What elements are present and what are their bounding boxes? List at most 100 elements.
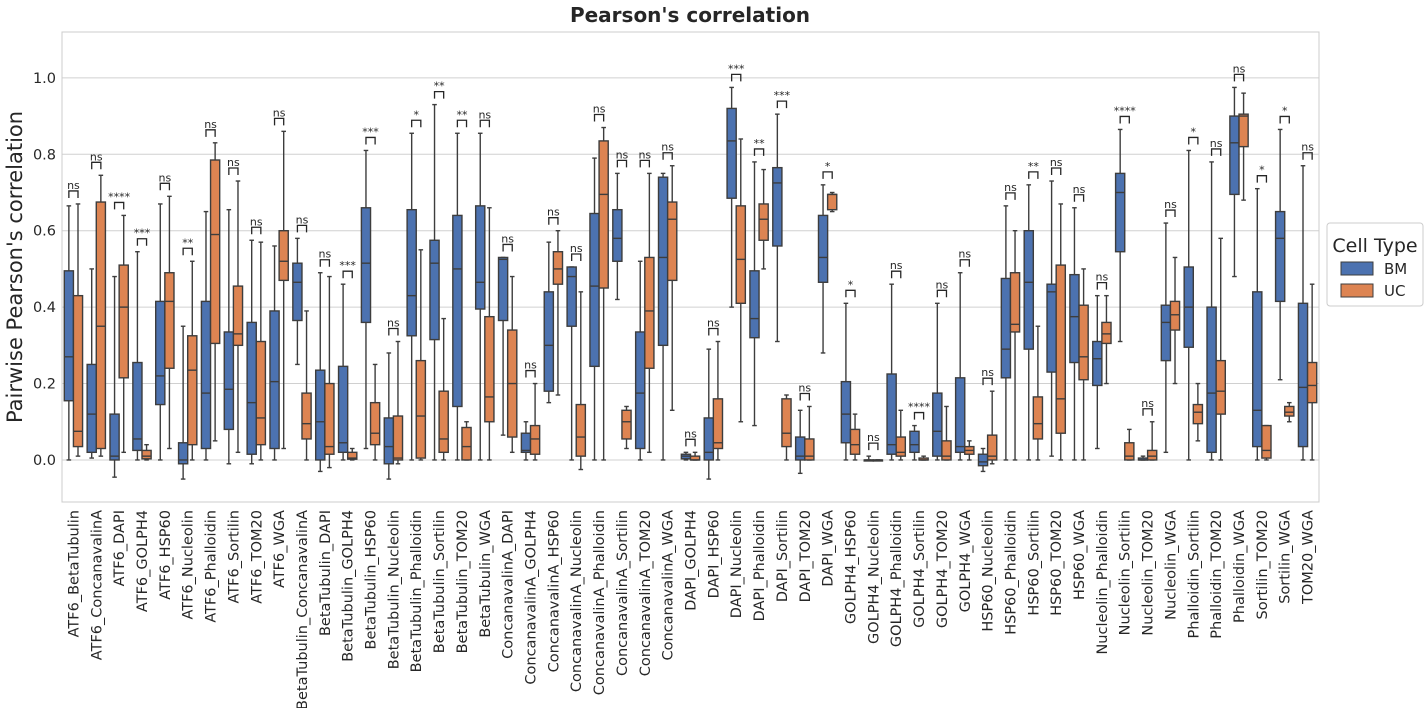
significance-label: **	[182, 236, 194, 249]
category-group	[817, 184, 838, 354]
significance-bracket	[799, 392, 810, 401]
box-bm	[1092, 340, 1103, 387]
box-series	[63, 86, 1318, 480]
x-tick-label: ATF6_HSP60	[158, 510, 174, 600]
y-tick-label: 0.4	[33, 300, 56, 316]
significance-bracket	[776, 100, 788, 109]
box-bm	[223, 331, 235, 431]
significance-bracket	[1210, 148, 1222, 156]
box-bm	[360, 207, 372, 324]
box-bm	[474, 205, 486, 310]
category-group	[612, 172, 632, 450]
significance-label: ns	[227, 156, 240, 169]
box-uc	[826, 193, 838, 211]
significance-bracket	[251, 226, 262, 235]
significance-bracket	[296, 224, 308, 233]
category-group	[726, 86, 747, 423]
significance-bracket	[159, 182, 171, 191]
y-tick-labels: 0.0 0.2 0.4 0.6 0.8 1.0	[33, 71, 56, 469]
box-uc	[1192, 403, 1204, 425]
significance-bracket	[433, 90, 445, 99]
significance-label: ***	[774, 89, 791, 102]
significance-bracket	[1096, 282, 1108, 290]
box-bm	[177, 442, 189, 465]
x-tick-label: ConcanavalinA_Sortilin	[615, 510, 631, 676]
box-uc	[849, 428, 861, 455]
significance-bracket	[1142, 408, 1153, 416]
x-tick-label: ConcanavalinA_Nucleolin	[569, 510, 585, 692]
box-uc	[1032, 396, 1044, 440]
legend-swatch-uc	[1340, 283, 1374, 298]
box-bm	[132, 361, 143, 452]
box-uc	[758, 203, 769, 241]
box-uc	[666, 201, 678, 282]
category-group	[749, 161, 769, 427]
box-uc	[712, 398, 724, 450]
category-group	[452, 132, 472, 461]
box-bm	[497, 256, 509, 322]
significance-bracket	[959, 259, 970, 267]
box-uc	[301, 392, 312, 440]
box-uc	[141, 449, 152, 460]
x-tick-label: BetaTubulin_Nucleolin	[386, 510, 402, 669]
x-tick-label: BetaTubulin_HSP60	[364, 510, 380, 649]
significance-bracket	[91, 161, 102, 170]
significance-label: ns	[867, 431, 880, 444]
significance-bracket	[1256, 175, 1268, 183]
significance-label: ****	[1114, 104, 1137, 117]
box-uc	[278, 229, 289, 282]
x-tick-label: Sortilin_WGA	[1278, 510, 1294, 604]
significance-label: ns	[936, 278, 949, 291]
x-tick-label: HSP60_Sortilin	[1026, 510, 1042, 616]
category-group	[474, 132, 495, 461]
box-bm	[109, 413, 120, 461]
box-bm	[932, 392, 943, 457]
box-bm	[1252, 291, 1263, 448]
significance-bracket	[822, 171, 833, 179]
box-bm	[429, 239, 440, 341]
box-uc	[529, 424, 541, 455]
significance-bracket	[1165, 209, 1176, 218]
box-bm	[589, 212, 600, 368]
box-bm	[1046, 283, 1057, 373]
box-uc	[438, 390, 449, 454]
x-tick-label: TOM20_WGA	[1301, 510, 1317, 605]
significance-label: ns	[1050, 156, 1063, 169]
significance-label: ****	[108, 190, 131, 203]
significance-label: ns	[273, 106, 286, 119]
significance-bracket	[365, 136, 376, 145]
x-tick-label: HSP60_Phalloidin	[1003, 510, 1019, 635]
box-bm	[1114, 172, 1126, 253]
box-uc	[324, 382, 335, 455]
significance-label: *	[1282, 104, 1288, 117]
box-bm	[1229, 115, 1240, 196]
x-tick-label: BetaTubulin_ConcanavalinA	[295, 510, 311, 708]
box-bm	[749, 270, 760, 339]
box-uc	[1146, 449, 1158, 461]
box-uc	[941, 440, 952, 461]
significance-label: ns	[958, 248, 971, 261]
category-group	[132, 251, 152, 461]
significance-label: ***	[362, 125, 379, 138]
x-tick-label: GOLPH4_WGA	[958, 510, 974, 612]
significance-label: ***	[728, 62, 745, 75]
significance-label: ns	[661, 141, 674, 154]
x-tick-label: DAPI_Nucleolin	[729, 510, 745, 618]
box-uc	[598, 140, 609, 289]
significance-bracket	[273, 117, 285, 126]
x-tick-label: Nucleolin_Phalloidin	[1095, 510, 1111, 655]
category-group	[1274, 128, 1295, 423]
box-uc	[118, 264, 129, 379]
box-uc	[1215, 359, 1226, 415]
category-group	[772, 113, 792, 461]
category-group	[1183, 149, 1204, 461]
significance-bracket	[456, 119, 468, 128]
box-uc	[621, 409, 632, 440]
significance-bracket	[1188, 136, 1199, 145]
box-bm	[200, 300, 212, 450]
significance-bracket	[342, 270, 353, 279]
plot-frame	[61, 31, 1320, 503]
x-tick-label: BetaTubulin_Sortilin	[432, 510, 448, 653]
box-bm	[292, 262, 303, 322]
x-tick-label: DAPI_GOLPH4	[684, 510, 700, 611]
